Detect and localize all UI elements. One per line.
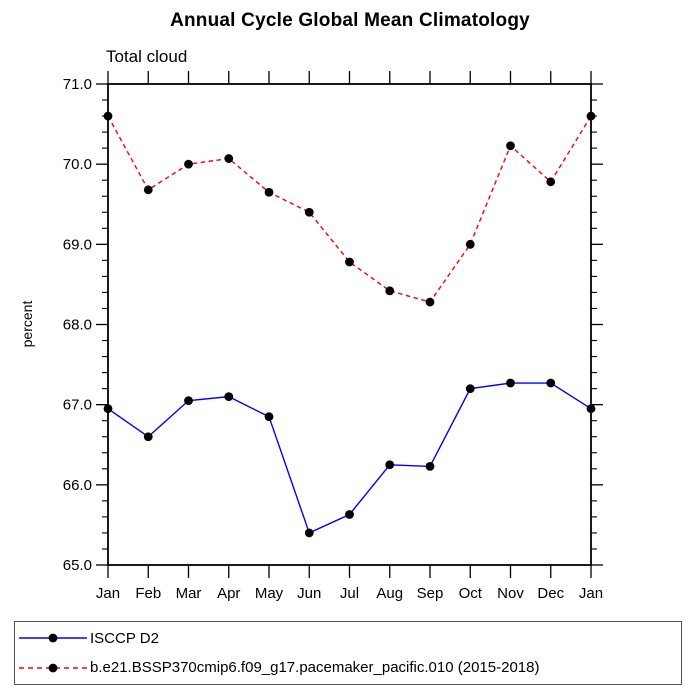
svg-text:Feb: Feb (135, 585, 161, 602)
svg-text:Mar: Mar (176, 585, 202, 602)
svg-text:Jan: Jan (96, 585, 120, 602)
svg-text:65.0: 65.0 (63, 557, 92, 574)
chart-subtitle: Total cloud (106, 47, 188, 66)
legend: ISCCP D2 b.e21.BSSP370cmip6.f09_g17.pace… (14, 621, 682, 685)
svg-text:Oct: Oct (459, 585, 483, 602)
svg-text:68.0: 68.0 (63, 317, 92, 334)
legend-item-isccp: ISCCP D2 (15, 625, 681, 651)
svg-text:Sep: Sep (417, 585, 444, 602)
svg-text:69.0: 69.0 (63, 236, 92, 253)
legend-label-isccp: ISCCP D2 (90, 629, 159, 647)
legend-line-sample-model (19, 663, 87, 673)
page-title: Annual Cycle Global Mean Climatology (170, 10, 530, 31)
svg-text:Jul: Jul (340, 585, 359, 602)
svg-text:Aug: Aug (376, 585, 403, 602)
svg-text:66.0: 66.0 (63, 477, 92, 494)
svg-text:Dec: Dec (537, 585, 564, 602)
svg-text:Nov: Nov (497, 585, 524, 602)
legend-label-model: b.e21.BSSP370cmip6.f09_g17.pacemaker_pac… (90, 659, 540, 677)
svg-text:Apr: Apr (217, 585, 240, 602)
svg-text:71.0: 71.0 (63, 76, 92, 93)
svg-text:70.0: 70.0 (63, 156, 92, 173)
legend-line-sample-isccp (19, 633, 87, 643)
svg-text:May: May (255, 585, 284, 602)
svg-text:67.0: 67.0 (63, 397, 92, 414)
svg-text:Jan: Jan (579, 585, 603, 602)
svg-text:Jun: Jun (297, 585, 321, 602)
legend-item-model: b.e21.BSSP370cmip6.f09_g17.pacemaker_pac… (15, 655, 681, 681)
